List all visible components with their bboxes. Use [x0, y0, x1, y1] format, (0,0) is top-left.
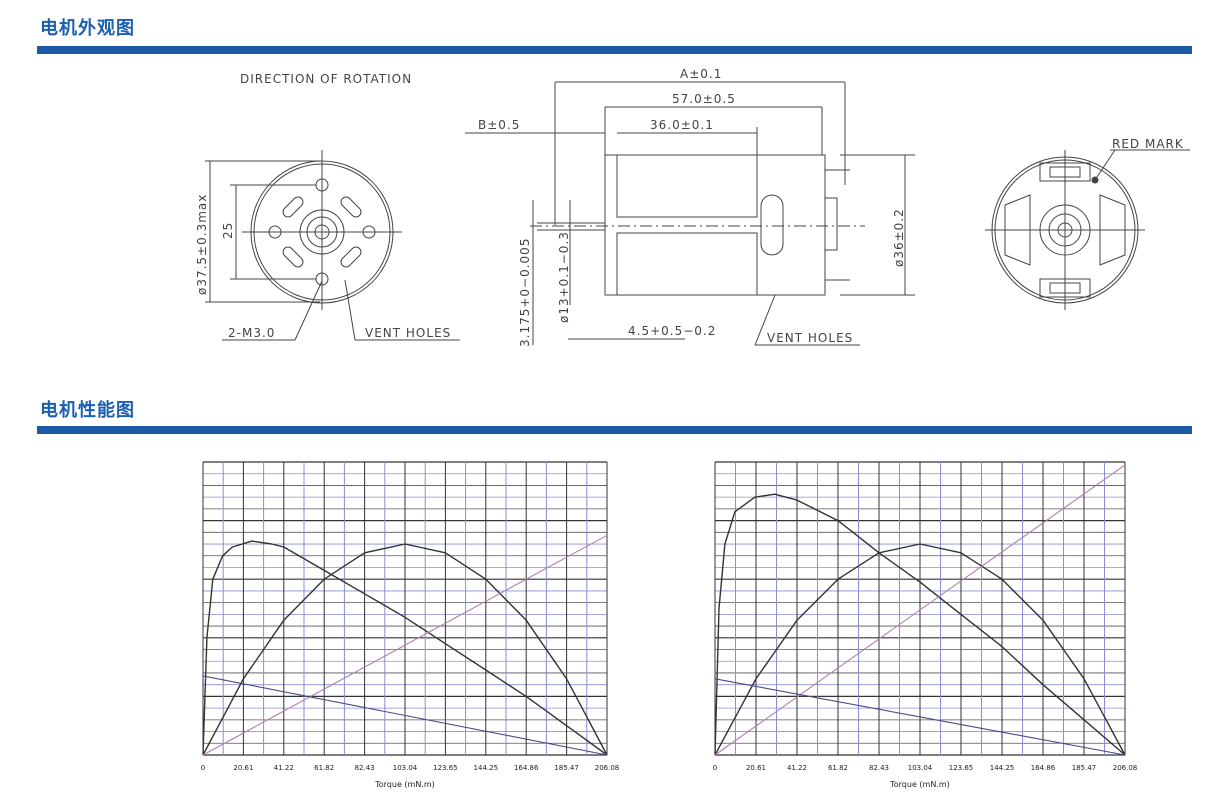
x-tick-label: 82.43	[355, 764, 375, 772]
boss-diameter-dim: ø13+0.1−0.3	[557, 231, 571, 323]
x-tick-label: 103.04	[908, 764, 933, 772]
x-tick-label: 0	[201, 764, 205, 772]
shaft-diameter-dim: 3.175+0−0.005	[518, 238, 532, 347]
x-axis-label: Torque (mN.m)	[889, 780, 950, 789]
m3-label: 2-M3.0	[228, 326, 275, 340]
appearance-section-title: 电机外观图	[40, 18, 135, 39]
x-tick-label: 123.65	[949, 764, 974, 772]
performance-chart-1: 0 20.61 41.22 61.82 82.43 103.04 123.65 144.25 1…	[201, 461, 620, 789]
efficiency-curve	[714, 493, 1126, 756]
red-mark-label: RED MARK	[1112, 137, 1184, 151]
performance-section-divider	[37, 426, 1192, 434]
x-tick-label: 20.61	[746, 764, 766, 772]
x-tick-label: 82.43	[869, 764, 889, 772]
rear-view: RED MARK	[985, 137, 1190, 310]
x-tick-label: 185.47	[554, 764, 579, 772]
hole-spacing-dim: 25	[221, 222, 235, 239]
vent-holes-front-label: VENT HOLES	[365, 326, 451, 340]
performance-chart-2: 0 20.61 41.22 61.82 82.43 103.04 123.65 144.25 1…	[713, 461, 1138, 789]
power-curve	[714, 543, 1126, 756]
x-tick-label: 144.25	[474, 764, 499, 772]
x-tick-label: 123.65	[433, 764, 458, 772]
x-tick-label: 144.25	[990, 764, 1015, 772]
motor-dimension-drawing: DIRECTION OF ROTATION ø37.5±0.3max 25 2-…	[195, 67, 1190, 347]
x-tick-label: 41.22	[787, 764, 807, 772]
efficiency-curve	[202, 540, 608, 756]
vent-holes-side-label: VENT HOLES	[767, 331, 853, 345]
body-diameter-dim: ø36±0.2	[892, 208, 906, 267]
x-tick-label: 164.86	[514, 764, 539, 772]
side-view: A±0.1 57.0±0.5 36.0±0.1 B±0.5 ø36±0.2 3.…	[465, 67, 915, 347]
dim-b: B±0.5	[478, 118, 520, 132]
x-tick-label: 206.08	[1113, 764, 1138, 772]
speed-line	[714, 678, 1126, 756]
outer-diameter-dim: ø37.5±0.3max	[195, 194, 209, 295]
current-line	[202, 534, 608, 756]
x-tick-label: 20.61	[233, 764, 253, 772]
boss-length-dim: 4.5+0.5−0.2	[628, 324, 716, 338]
dim-a: A±0.1	[680, 67, 722, 81]
power-curve	[202, 543, 608, 756]
x-tick-label: 61.82	[314, 764, 334, 772]
x-tick-label: 185.47	[1072, 764, 1097, 772]
performance-section-title: 电机性能图	[40, 400, 135, 421]
x-tick-label: 103.04	[393, 764, 418, 772]
dim-36: 36.0±0.1	[650, 118, 714, 132]
x-axis-label: Torque (mN.m)	[374, 780, 435, 789]
dim-57: 57.0±0.5	[672, 92, 736, 106]
appearance-section-divider	[37, 46, 1192, 54]
direction-label: DIRECTION OF ROTATION	[240, 72, 412, 86]
speed-line	[202, 675, 608, 756]
x-tick-label: 206.08	[595, 764, 620, 772]
x-tick-label: 164.86	[1031, 764, 1056, 772]
x-tick-label: 41.22	[274, 764, 294, 772]
x-tick-label: 0	[713, 764, 717, 772]
x-tick-label: 61.82	[828, 764, 848, 772]
front-view: DIRECTION OF ROTATION ø37.5±0.3max 25 2-…	[195, 72, 460, 341]
current-line	[714, 464, 1126, 756]
